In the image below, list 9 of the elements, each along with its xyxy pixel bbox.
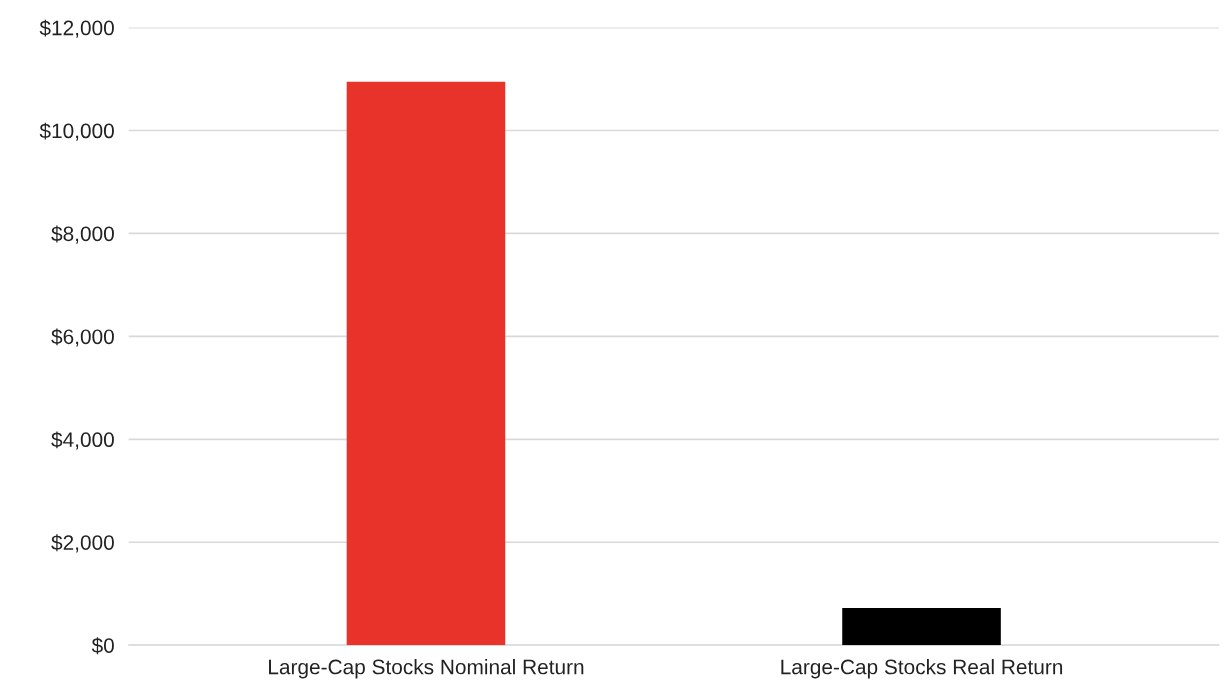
- y-tick-label: $10,000: [39, 122, 114, 141]
- x-tick-label: Large-Cap Stocks Real Return: [781, 659, 1063, 679]
- y-tick-label: $12,000: [39, 19, 114, 38]
- y-tick-label: $2,000: [51, 534, 114, 553]
- y-tick-label: $6,000: [51, 328, 114, 347]
- y-tick-label: $4,000: [51, 431, 114, 450]
- x-tick-label: Large-Cap Stocks Nominal Return: [269, 659, 584, 679]
- y-tick-label: $0: [91, 637, 114, 655]
- y-tick-label: $8,000: [51, 225, 114, 244]
